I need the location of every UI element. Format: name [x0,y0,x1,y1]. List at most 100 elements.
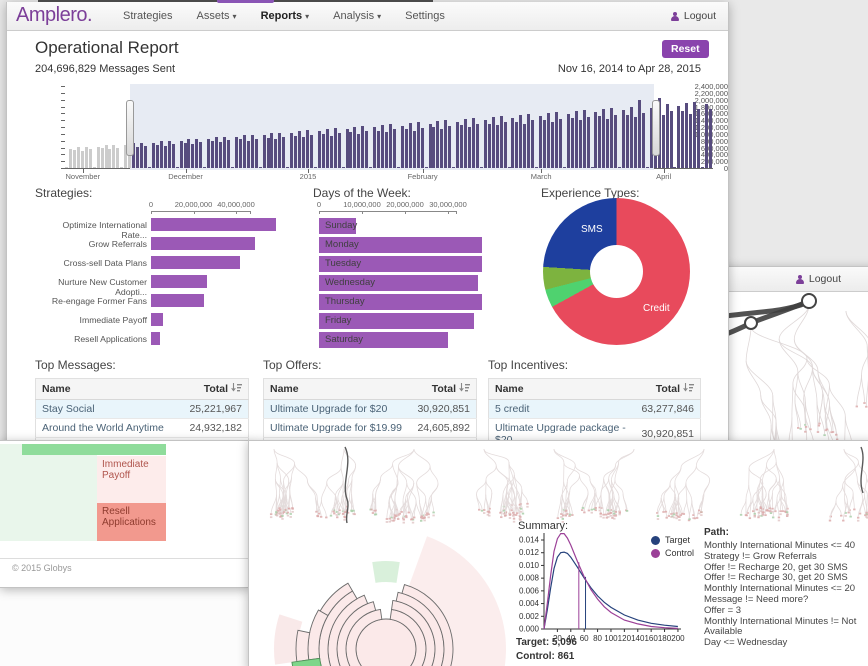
timeseries-bar [278,132,282,168]
axis-tick-mark [448,211,449,214]
bar[interactable] [151,256,241,269]
x-tick-label: 2015 [299,172,317,181]
path-panel: Path: Monthly International Minutes <= 4… [704,527,868,649]
experience-types-donut-chart[interactable]: SMS Credit [543,198,690,345]
bar-category-label: Grow Referrals [88,239,147,249]
timeseries-bar [246,140,250,168]
timeseries-bar [570,118,574,168]
cell-total: 30,920,851 [410,399,477,419]
logout-label: Logout [683,10,716,22]
sort-icon[interactable] [683,383,694,393]
nav-item-strategies[interactable]: Strategies [123,10,173,22]
column-header-total[interactable]: Total [635,378,701,400]
y-tick-mark [61,161,65,163]
column-header-total[interactable]: Total [178,378,249,400]
table-row[interactable]: Ultimate Upgrade for $20 30,920,851 [263,399,477,419]
table-row[interactable]: Stay Social 25,221,967 [35,399,249,419]
timeseries-bar [341,166,345,168]
nav-item-reports[interactable]: Reports ▾ [260,10,310,22]
y-tick-mark [61,113,65,115]
bar[interactable] [151,237,256,250]
timeseries-bar [100,148,104,168]
logout-button[interactable]: Logout [671,2,716,30]
brush-handle-left[interactable] [126,100,135,156]
svg-text:160: 160 [644,634,658,643]
timeseries-bar [191,144,195,168]
timeseries-chart[interactable] [65,84,713,170]
svg-text:0.000: 0.000 [519,625,540,634]
timeseries-bar [693,101,697,168]
column-header-name[interactable]: Name [35,378,179,400]
timeseries-bar [582,109,586,168]
timeseries-bar [140,142,144,168]
timeseries-bar [147,166,151,168]
logout-button-background-window[interactable]: Logout [796,267,841,291]
treemap-label: Immediate Payoff [102,459,149,481]
cell-total: 63,277,846 [635,399,701,419]
bar[interactable]: Thursday [319,294,483,310]
timeseries-bar [535,166,539,168]
bar[interactable] [151,294,205,307]
nav-item-assets[interactable]: Assets ▾ [196,10,237,22]
bar[interactable] [151,218,277,231]
column-header-name[interactable]: Name [488,378,636,400]
nav-item-settings[interactable]: Settings [405,10,445,22]
table-row[interactable]: 5 credit 63,277,846 [488,399,701,419]
timeseries-bar [104,145,108,168]
bar[interactable]: Wednesday [319,275,479,291]
timeseries-bar [242,135,246,168]
y-tick-label: 400,000 [700,150,728,160]
timeseries-bar [539,115,543,168]
bar[interactable]: Tuesday [319,256,483,272]
timeseries-bar [254,138,258,168]
dendrogram-graphic [269,446,868,524]
timeseries-bar [618,166,622,168]
sort-icon[interactable] [459,383,470,393]
table-title: Top Offers: [263,358,322,372]
timeseries-bar [408,123,412,168]
y-tick-label: 1,800,000 [694,102,728,112]
table-row[interactable]: Ultimate Upgrade for $19.99 24,605,892 [263,418,477,438]
bar[interactable] [151,313,163,326]
top-table: Top Messages: Name Total Stay Social 25,221,… [35,358,249,457]
column-header-total[interactable]: Total [410,378,477,400]
nav-item-analysis[interactable]: Analysis ▾ [333,10,382,22]
sort-icon[interactable] [231,383,242,393]
timeseries-bar [452,166,456,168]
bar[interactable]: Saturday [319,332,448,348]
bar[interactable]: Sunday [319,218,357,234]
y-tick-label: 200,000 [700,157,728,167]
timeseries-bar [203,166,207,168]
timeseries-bar [353,127,357,168]
timeseries-bar [444,120,448,168]
timeseries-bar [230,166,234,168]
timeseries-bar [124,144,128,168]
treemap-block-immediate-payoff[interactable]: Immediate Payoff [97,456,166,503]
timeseries-bar [633,117,637,168]
axis-tick-label: 20,000,000 [386,200,424,209]
strategies-bar-chart[interactable]: 0 20,000,000 40,000,000 Optimize Internatio… [35,198,291,356]
svg-text:180: 180 [658,634,672,643]
treemap-block-resell-applications[interactable]: Resell Applications [97,503,166,541]
table-row[interactable]: Around the World Anytime 24,932,182 [35,418,249,438]
reset-button[interactable]: Reset [662,40,709,58]
timeseries-bar [199,142,203,168]
sunburst-chart[interactable] [254,496,519,666]
treemap-block-strip[interactable] [22,444,166,455]
path-rule-line: Strategy != Grow Referrals [704,550,817,562]
bar[interactable] [151,332,160,345]
brush-handle-right[interactable] [651,100,660,156]
bar[interactable] [151,275,208,288]
bar[interactable]: Friday [319,313,474,329]
timeseries-bar [381,125,385,168]
timeseries-bar [456,121,460,168]
days-of-week-bar-chart[interactable]: 0 10,000,000 20,000,000 30,000,000 Sunday Mon… [313,198,539,356]
axis-end-tick [456,211,457,214]
bar[interactable]: Monday [319,237,483,253]
column-header-name[interactable]: Name [263,378,411,400]
treemap-block-large[interactable] [0,444,97,541]
timeseries-bar [637,100,641,168]
y-tick-mark [61,133,65,135]
timeseries-bar [155,144,159,168]
treemap-label: Resell Applications [102,506,156,528]
